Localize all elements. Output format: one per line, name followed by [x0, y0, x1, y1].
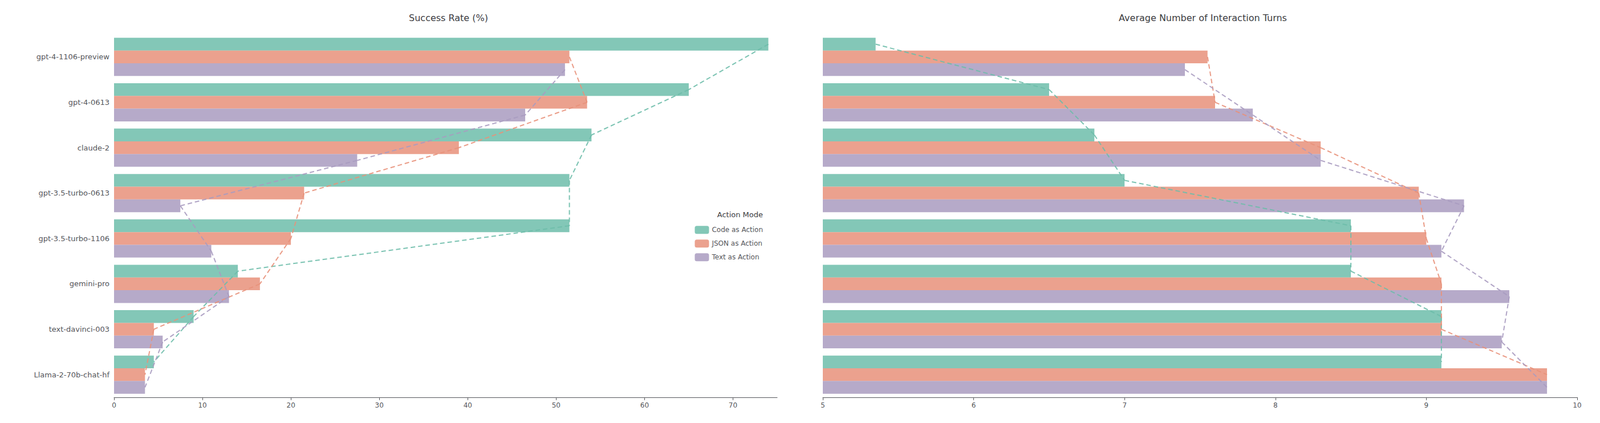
svg-text:Average Number of Interaction: Average Number of Interaction Turns [1118, 12, 1287, 24]
svg-text:60: 60 [640, 401, 649, 410]
svg-text:JSON as Action: JSON as Action [711, 239, 762, 248]
svg-text:claude-2: claude-2 [77, 143, 110, 153]
svg-text:gpt-4-0613: gpt-4-0613 [68, 98, 110, 107]
svg-text:10: 10 [197, 401, 207, 410]
svg-text:8: 8 [1273, 401, 1278, 410]
svg-text:5: 5 [820, 401, 826, 410]
svg-text:Success Rate (%): Success Rate (%) [408, 12, 489, 24]
svg-text:text-davinci-003: text-davinci-003 [49, 325, 110, 334]
svg-text:9: 9 [1424, 401, 1429, 410]
svg-text:7: 7 [1122, 401, 1127, 410]
svg-text:gemini-pro: gemini-pro [69, 279, 110, 288]
svg-text:gpt-3.5-turbo-1106: gpt-3.5-turbo-1106 [38, 234, 110, 243]
svg-text:30: 30 [375, 401, 384, 410]
svg-text:70: 70 [728, 401, 738, 410]
svg-text:gpt-3.5-turbo-0613: gpt-3.5-turbo-0613 [38, 188, 110, 198]
svg-text:Code as Action: Code as Action [711, 225, 763, 234]
svg-text:Action Mode: Action Mode [717, 210, 763, 219]
svg-text:20: 20 [286, 401, 295, 410]
svg-text:50: 50 [551, 401, 561, 410]
svg-text:Text as Action: Text as Action [711, 253, 759, 262]
svg-text:40: 40 [463, 401, 473, 410]
svg-text:Llama-2-70b-chat-hf: Llama-2-70b-chat-hf [33, 370, 110, 380]
svg-text:10: 10 [1572, 401, 1582, 410]
svg-text:gpt-4-1106-preview: gpt-4-1106-preview [36, 52, 111, 62]
svg-text:6: 6 [971, 401, 977, 410]
svg-text:0: 0 [111, 401, 117, 410]
